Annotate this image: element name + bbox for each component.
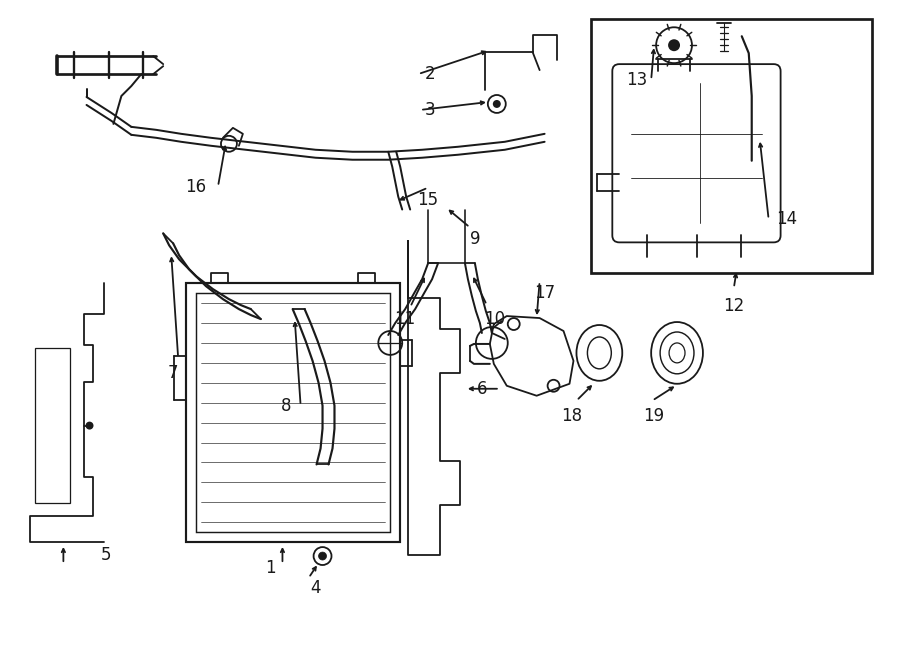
Circle shape — [319, 552, 327, 560]
Circle shape — [668, 39, 680, 51]
Bar — [591, 19, 872, 273]
Bar — [186, 283, 400, 542]
Text: 13: 13 — [626, 71, 648, 89]
Bar — [196, 293, 391, 532]
Circle shape — [493, 100, 500, 108]
Text: 4: 4 — [310, 579, 320, 597]
Text: 14: 14 — [776, 210, 797, 229]
Ellipse shape — [588, 337, 611, 369]
Text: 10: 10 — [484, 310, 506, 328]
Text: 15: 15 — [418, 190, 438, 209]
Text: 12: 12 — [724, 297, 744, 315]
FancyBboxPatch shape — [612, 64, 780, 243]
Text: 18: 18 — [561, 407, 582, 424]
Ellipse shape — [660, 332, 694, 374]
Text: 8: 8 — [281, 397, 291, 414]
Text: 6: 6 — [477, 380, 487, 398]
Text: 3: 3 — [425, 101, 436, 119]
Text: 17: 17 — [534, 284, 555, 302]
Ellipse shape — [669, 343, 685, 363]
Circle shape — [86, 422, 94, 430]
Text: 1: 1 — [266, 559, 276, 577]
Text: 11: 11 — [394, 310, 416, 328]
Text: 2: 2 — [425, 65, 436, 83]
Text: 7: 7 — [168, 364, 178, 382]
Text: 19: 19 — [644, 407, 665, 424]
Ellipse shape — [577, 325, 622, 381]
Text: 9: 9 — [470, 231, 480, 249]
Bar — [35, 348, 69, 503]
Text: 16: 16 — [185, 178, 207, 196]
Ellipse shape — [652, 322, 703, 384]
Text: 5: 5 — [101, 546, 112, 564]
